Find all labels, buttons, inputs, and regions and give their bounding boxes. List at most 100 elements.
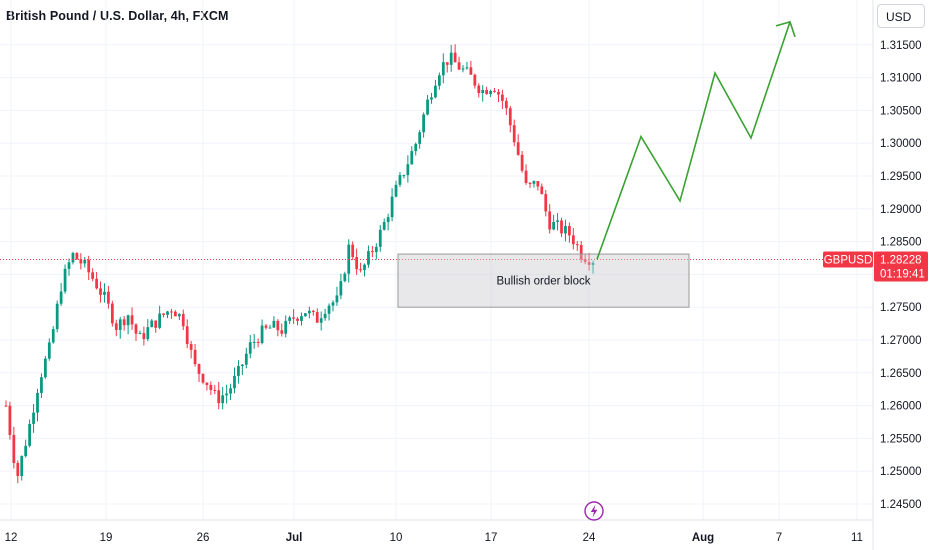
- candle-body: [575, 244, 579, 246]
- candle-body: [126, 315, 130, 326]
- candle-body: [544, 194, 548, 212]
- candle-body: [335, 295, 339, 303]
- candle-body: [587, 261, 591, 265]
- candle-body: [142, 333, 146, 340]
- candle-body: [280, 330, 284, 334]
- candle-body: [481, 89, 485, 93]
- price-tick-label: 1.31000: [880, 73, 922, 85]
- candle-body: [20, 456, 24, 476]
- candle-body: [260, 325, 264, 343]
- candle-body: [221, 395, 225, 404]
- forecast-path: [596, 20, 796, 260]
- candle-body: [193, 349, 197, 365]
- candle-body: [489, 90, 492, 95]
- candle-body: [154, 320, 158, 328]
- price-tick-label: 1.25000: [880, 466, 922, 478]
- order-block-label: Bullish order block: [497, 276, 591, 288]
- candles: [4, 44, 595, 484]
- price-tag-countdown: 01:19:41: [880, 268, 925, 280]
- candle-body: [382, 222, 386, 230]
- price-tick-label: 1.27000: [880, 335, 922, 347]
- candle-body: [327, 305, 331, 314]
- candle-body: [300, 316, 303, 321]
- chart-title: British Pound / U.S. Dollar, 4h, FXCM: [6, 9, 229, 23]
- candle-body: [540, 186, 544, 195]
- candle-body: [118, 319, 122, 330]
- candle-body: [272, 320, 276, 328]
- candle-body: [367, 251, 370, 265]
- candle-body: [477, 85, 481, 93]
- candle-body: [158, 313, 162, 328]
- price-tick-label: 1.26500: [880, 368, 922, 380]
- candle-body: [351, 244, 355, 258]
- time-tick-label: Jul: [286, 532, 303, 544]
- price-tag-value: 1.28228: [880, 254, 922, 266]
- time-tick-label: 10: [390, 532, 403, 544]
- price-tick-label: 1.25500: [880, 433, 922, 445]
- candle-body: [386, 217, 390, 223]
- candle-body: [32, 412, 35, 424]
- candle-body: [524, 170, 528, 183]
- candle-body: [67, 262, 71, 269]
- candle-body: [28, 423, 31, 446]
- price-tick-label: 1.30500: [880, 105, 922, 117]
- candle-body: [197, 364, 201, 374]
- candle-body: [268, 327, 272, 329]
- price-tick-label: 1.31500: [880, 40, 922, 52]
- candle-body: [189, 344, 193, 350]
- candle-body: [441, 62, 445, 76]
- candle-body: [591, 262, 595, 265]
- candle-body: [548, 211, 552, 230]
- candle-body: [201, 373, 205, 383]
- forecast-line[interactable]: [596, 21, 791, 260]
- time-tick-label: 7: [776, 532, 782, 544]
- candle-body: [473, 74, 477, 86]
- time-tick-label: 17: [485, 532, 498, 544]
- candle-body: [445, 62, 449, 65]
- candle-body: [36, 392, 39, 413]
- candle-body: [47, 342, 51, 359]
- candle-body: [406, 164, 410, 176]
- candle-body: [177, 313, 181, 317]
- time-tick-label: 24: [583, 532, 596, 544]
- time-tick-label: Aug: [692, 532, 714, 544]
- candle-body: [185, 326, 189, 345]
- price-tag-bg: [874, 251, 928, 282]
- order-block-box[interactable]: [397, 253, 690, 308]
- chart-grid: [0, 0, 873, 520]
- candle-body: [99, 288, 102, 295]
- candle-body: [371, 251, 374, 253]
- candle-body: [75, 252, 79, 260]
- candle-body: [71, 252, 75, 263]
- candle-body: [174, 311, 177, 317]
- price-tick-label: 1.26000: [880, 401, 922, 413]
- time-tick-label: 26: [197, 532, 210, 544]
- candle-body: [497, 91, 500, 95]
- candle-body: [87, 259, 91, 273]
- candle-body: [248, 342, 252, 354]
- candle-body: [244, 353, 248, 365]
- candle-body: [390, 196, 394, 218]
- currency-selector[interactable]: USD: [877, 4, 925, 28]
- candle-body: [552, 221, 556, 230]
- candle-body: [122, 319, 126, 326]
- candle-body: [205, 382, 209, 385]
- candle-body: [339, 281, 343, 296]
- candle-body: [181, 313, 185, 327]
- price-tick-label: 1.28500: [880, 237, 922, 249]
- candle-body: [398, 175, 402, 185]
- candle-body: [556, 220, 559, 222]
- candle-body: [453, 52, 457, 63]
- price-tick-label: 1.29500: [880, 171, 922, 183]
- candle-body: [296, 318, 299, 321]
- candle-body: [410, 151, 414, 165]
- candle-body: [59, 291, 63, 304]
- candle-body: [418, 132, 422, 144]
- candle-body: [107, 291, 110, 304]
- candle-body: [504, 100, 508, 109]
- lightning-event-icon[interactable]: [584, 501, 604, 521]
- candle-body: [560, 220, 563, 234]
- candle-body: [343, 273, 347, 282]
- candle-body: [264, 325, 268, 328]
